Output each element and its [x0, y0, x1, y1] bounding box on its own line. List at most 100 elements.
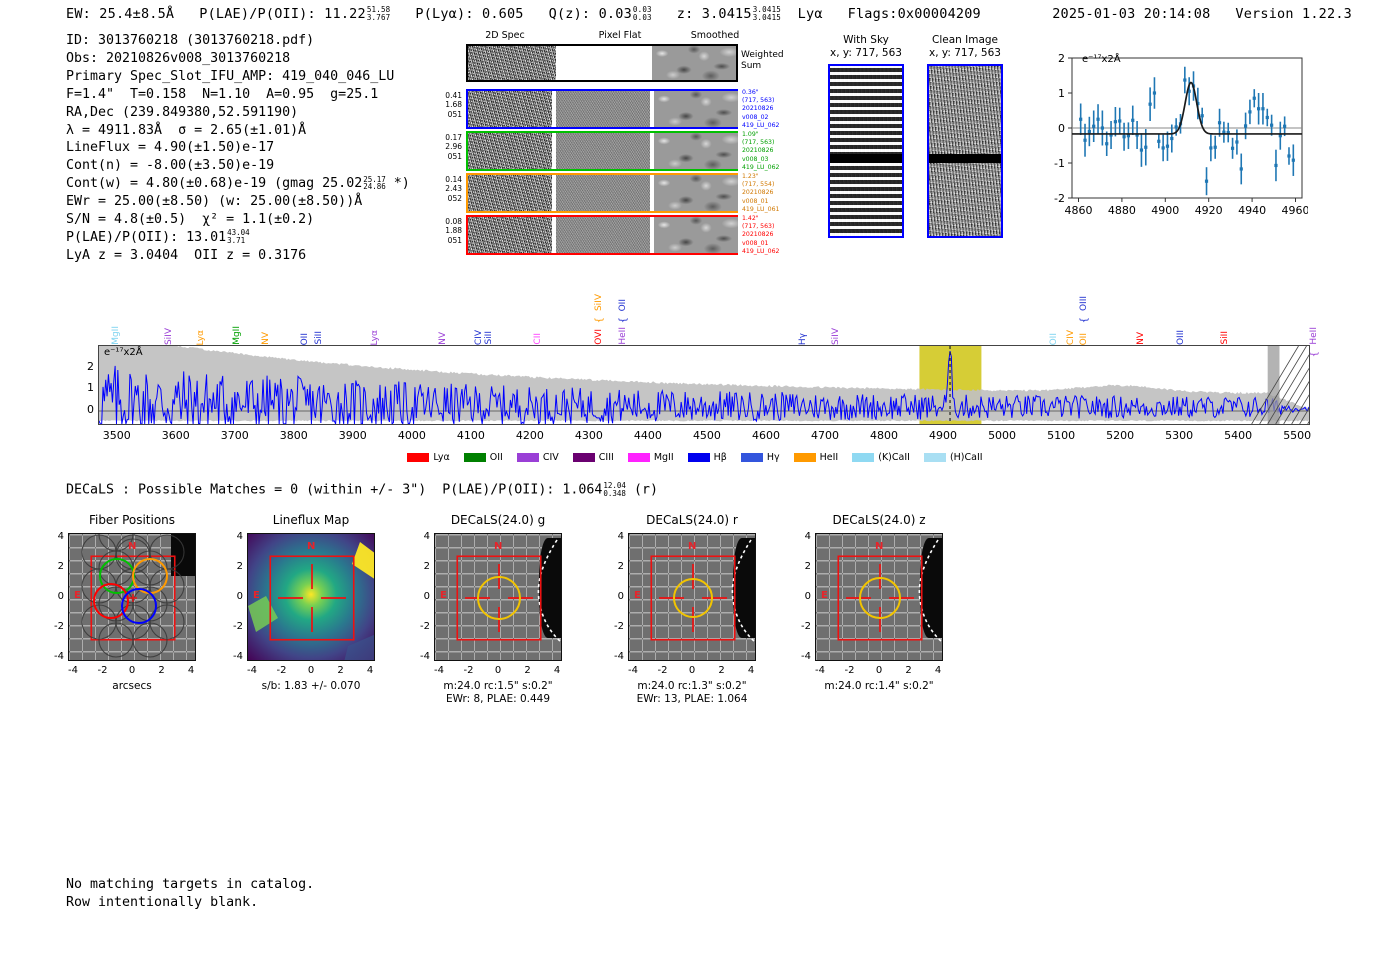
cutout-image[interactable]	[68, 533, 196, 661]
emission-line-label: MgII	[110, 326, 121, 345]
fiber-row	[466, 131, 738, 171]
cutout-x-tick: -2	[276, 665, 287, 676]
cutout-y-tick: -2	[233, 621, 243, 632]
legend-label: CIII	[598, 452, 614, 463]
cutout-y-tick: -2	[614, 621, 624, 632]
ew-value: EW: 25.4±8.5Å	[66, 6, 175, 22]
legend-label: (H)CaII	[949, 452, 983, 463]
cutout-image[interactable]	[434, 533, 562, 661]
info-cont-n: Cont(n) = -8.00(±3.50)e-19	[66, 158, 275, 174]
cutout-y-tick: 2	[57, 561, 64, 572]
cutout-x-tick: -2	[844, 665, 855, 676]
fiber-row-right-labels: 1.09" (717, 563) 20210826 v008_03 419_LU…	[742, 131, 780, 171]
cutout-caption: m:24.0 rc:1.5" s:0.2"	[443, 680, 553, 692]
legend-item: CIV	[516, 452, 559, 463]
cutout-x-tick: 4	[934, 665, 942, 676]
spectrum-legend: Lyα OII CIV CIII MgII Hβ Hγ HeII (K)CaII (H)CaII	[80, 452, 1310, 463]
cutout-x-tick: 4	[366, 665, 374, 676]
cutout-y-tick: -2	[54, 621, 64, 632]
emission-line-label: Lyα	[370, 329, 381, 345]
cutout-y-tick: 4	[57, 531, 64, 542]
legend-label: Hγ	[766, 452, 780, 463]
cutout-y-tick: 0	[423, 591, 430, 602]
mask-boundary	[918, 539, 942, 643]
bottom-note-line1: No matching targets in catalog.	[66, 877, 315, 892]
spectrum-x-tick: 3500	[102, 429, 131, 442]
cutout-y-tick: 0	[804, 591, 811, 602]
cutout-panel: Lineflux Map N E 4 2 0 -2 -4 -4 -2 0 2 4 s/b: 1.83 +/…	[233, 513, 375, 721]
cutout-panel-title: Lineflux Map	[272, 513, 350, 527]
east-label: E	[440, 590, 447, 601]
cutout-x-tick: 0	[688, 665, 696, 676]
fiber-row-left-labels: 0.14 2.43 052	[445, 175, 462, 203]
cutout-x-tick: -2	[463, 665, 474, 676]
cutout-caption-secondary: EWr: 13, PLAE: 1.064	[636, 693, 748, 705]
spectrum-x-tick: 5500	[1283, 429, 1312, 442]
cutout-y-tick: 2	[236, 561, 243, 572]
info-lineflux: LineFlux = 4.90(±1.50)e-17	[66, 140, 275, 156]
emission-line-label: SiIV	[593, 293, 604, 311]
emission-line-label: Lyα	[196, 329, 207, 345]
legend-label: HeII	[819, 452, 839, 463]
spectrum-x-tick: 4100	[456, 429, 485, 442]
cutout-y-tick: -2	[420, 621, 430, 632]
cutout-overlay	[837, 555, 923, 641]
gmag-range: 25.17 24.86	[363, 174, 386, 192]
spectrum-units-label: e⁻¹⁷x2Å	[104, 347, 143, 358]
panel-title-pixelflat: Pixel Flat	[598, 30, 642, 41]
info-obs: Obs: 20210826v008_3013760218	[66, 50, 291, 66]
emission-line-bracket: {	[1308, 350, 1320, 357]
cutout-panel-title: DECaLS(24.0) g	[450, 513, 546, 527]
spectrum-x-tick: 5300	[1165, 429, 1194, 442]
emission-line-label: MgII	[231, 326, 242, 345]
cutout-x-tick: 0	[494, 665, 502, 676]
legend-item: (H)CaII	[923, 452, 983, 463]
fiber-row	[466, 215, 738, 255]
cutout-image[interactable]	[815, 533, 943, 661]
cutout-y-tick: 2	[423, 561, 430, 572]
info-plae-range: 43.04 3.71	[227, 228, 250, 245]
cutout-x-tick: 0	[307, 665, 315, 676]
cutout-x-tick: -4	[628, 665, 638, 676]
svg-text:1: 1	[1058, 87, 1065, 100]
cutout-y-tick: 0	[236, 591, 243, 602]
svg-text:4860: 4860	[1065, 204, 1093, 217]
bottom-note: No matching targets in catalog. Row inte…	[66, 876, 314, 911]
cutout-image[interactable]	[247, 533, 375, 661]
cutout-y-tick: -4	[801, 651, 811, 662]
spectrum-y-tick: 2	[87, 359, 94, 373]
panel-title-smoothed: Smoothed	[690, 30, 740, 41]
emission-line-labels: MgII{SiIV{Lyα{MgII{NV{OII{SiII{Lyα{NV{CI…	[98, 270, 1320, 357]
legend-swatch	[793, 453, 816, 462]
legend-swatch	[407, 453, 430, 462]
info-ewr: EWr = 25.00(±8.50) (w: 25.00(±8.50))Å	[66, 194, 363, 210]
cutout-panel-title: DECaLS(24.0) r	[646, 513, 738, 527]
info-lambda: λ = 4911.83Å σ = 2.65(±1.01)Å	[66, 122, 307, 138]
emission-line-label: NV	[438, 332, 449, 345]
full-spectrum-chart: MgII{SiIV{Lyα{MgII{NV{OII{SiII{Lyα{NV{CI…	[80, 270, 1320, 470]
cutout-y-tick: 0	[617, 591, 624, 602]
cutout-image[interactable]	[628, 533, 756, 661]
legend-swatch	[687, 453, 710, 462]
east-label: E	[253, 590, 260, 601]
cutout-caption: m:24.0 rc:1.3" s:0.2"	[637, 680, 747, 692]
legend-item: Lyα	[407, 452, 450, 463]
info-snr: S/N = 4.8(±0.5) χ² = 1.1(±0.2)	[66, 212, 315, 228]
line-name: Lyα	[797, 6, 823, 22]
cutout-x-tick: 2	[337, 665, 344, 676]
svg-text:4920: 4920	[1195, 204, 1223, 217]
fiber-row	[466, 89, 738, 129]
emission-line-bracket: {	[593, 316, 605, 323]
emission-line-label: SiIV	[163, 327, 174, 345]
line-fit-svg: -2 -1 0 1 2 4860 4880 4900 4920 4940 4960	[1054, 52, 1309, 217]
fiber-row-left-labels: 0.41 1.68 051	[445, 91, 462, 119]
legend-swatch	[627, 453, 650, 462]
legend-item: OII	[463, 452, 503, 463]
cutout-x-tick: -4	[68, 665, 78, 676]
info-id: ID: 3013760218 (3013760218.pdf)	[66, 33, 315, 48]
weighted-sum-label: Weighted Sum	[741, 50, 784, 71]
emission-line-label: SiII	[1220, 331, 1231, 345]
emission-line-label: NV	[1135, 332, 1146, 345]
emission-line-label: OII	[618, 298, 629, 311]
plae-poii-range: 51.58 3.767	[366, 5, 391, 22]
